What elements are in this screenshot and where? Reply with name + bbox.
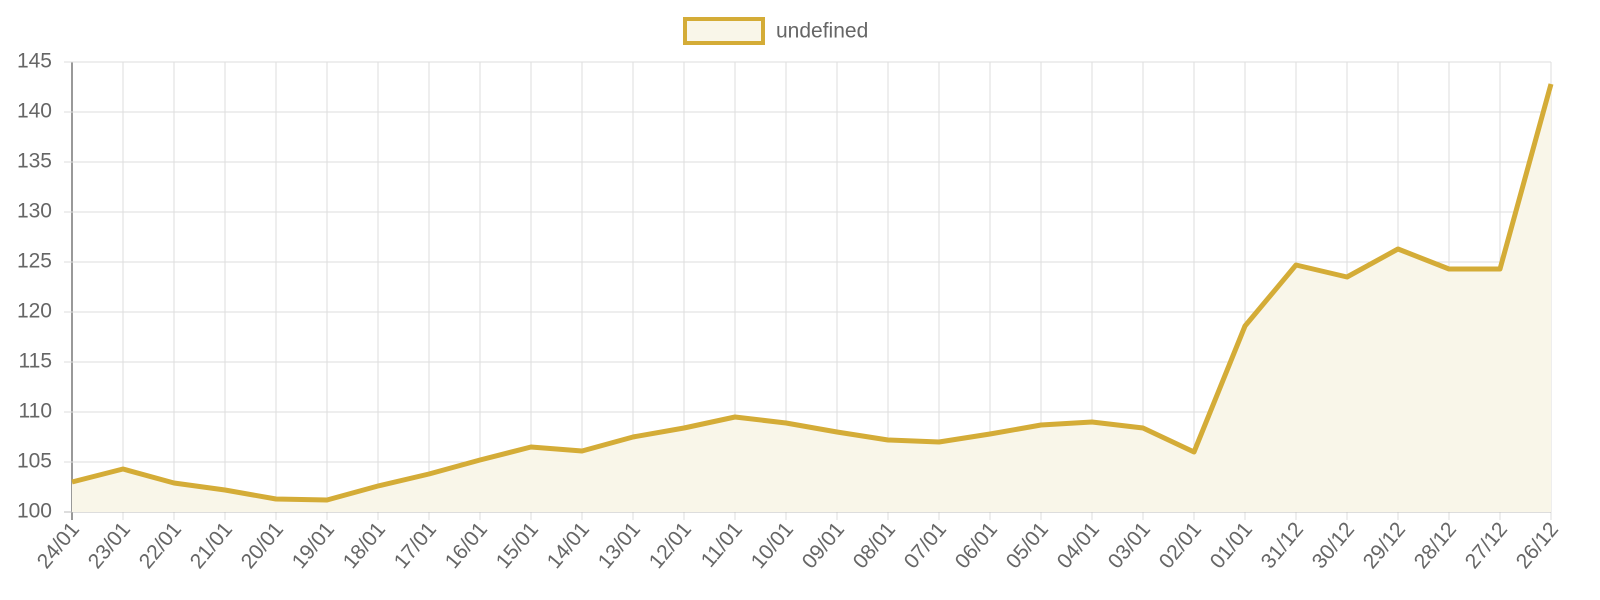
x-tick-label: 27/12 bbox=[1461, 518, 1512, 573]
x-tick-label: 10/01 bbox=[747, 518, 798, 573]
x-tick-label: 20/01 bbox=[237, 518, 288, 573]
x-tick-label: 22/01 bbox=[135, 518, 186, 573]
y-tick-label: 115 bbox=[19, 350, 52, 373]
x-tick-label: 04/01 bbox=[1053, 518, 1104, 573]
x-tick-label: 19/01 bbox=[288, 518, 339, 573]
x-tick-label: 17/01 bbox=[390, 518, 441, 573]
y-tick-label: 120 bbox=[17, 300, 52, 323]
area bbox=[72, 84, 1551, 512]
y-tick-label: 140 bbox=[17, 100, 52, 123]
x-tick-label: 30/12 bbox=[1308, 518, 1359, 573]
x-tick-label: 28/12 bbox=[1410, 518, 1461, 573]
y-tick-label: 135 bbox=[17, 150, 52, 173]
x-tick-label: 24/01 bbox=[33, 518, 84, 573]
x-tick-label: 29/12 bbox=[1359, 518, 1410, 573]
x-tick-label: 09/01 bbox=[798, 518, 849, 573]
x-tick-label: 15/01 bbox=[492, 518, 543, 573]
x-tick-label: 07/01 bbox=[900, 518, 951, 573]
y-tick-label: 110 bbox=[19, 400, 52, 423]
x-tick-label: 02/01 bbox=[1155, 518, 1206, 573]
x-tick-label: 08/01 bbox=[849, 518, 900, 573]
legend-label: undefined bbox=[776, 20, 868, 43]
line bbox=[71, 83, 1554, 503]
x-tick-label: 16/01 bbox=[441, 518, 492, 573]
x-tick-label: 21/01 bbox=[186, 518, 237, 573]
y-tick-label: 105 bbox=[17, 450, 52, 473]
x-tick-label: 12/01 bbox=[645, 518, 696, 573]
y-tick-label: 145 bbox=[17, 50, 52, 73]
x-tick-label: 05/01 bbox=[1002, 518, 1053, 573]
y-tick-label: 100 bbox=[17, 500, 52, 523]
x-tick-label: 03/01 bbox=[1104, 518, 1155, 573]
x-tick-label: 01/01 bbox=[1206, 518, 1257, 573]
x-tick-label: 23/01 bbox=[84, 518, 135, 573]
x-tick-label: 11/01 bbox=[697, 518, 747, 572]
x-tick-label: 06/01 bbox=[951, 518, 1002, 573]
y-tick-label: 130 bbox=[17, 200, 52, 223]
x-tick-label: 26/12 bbox=[1512, 518, 1563, 573]
legend-swatch bbox=[683, 17, 765, 45]
y-tick-label: 125 bbox=[17, 250, 52, 273]
x-tick-label: 13/01 bbox=[594, 518, 645, 573]
x-tick-label: 18/01 bbox=[339, 518, 390, 573]
x-tick-label: 31/12 bbox=[1257, 518, 1308, 573]
x-tick-label: 14/01 bbox=[543, 518, 594, 573]
